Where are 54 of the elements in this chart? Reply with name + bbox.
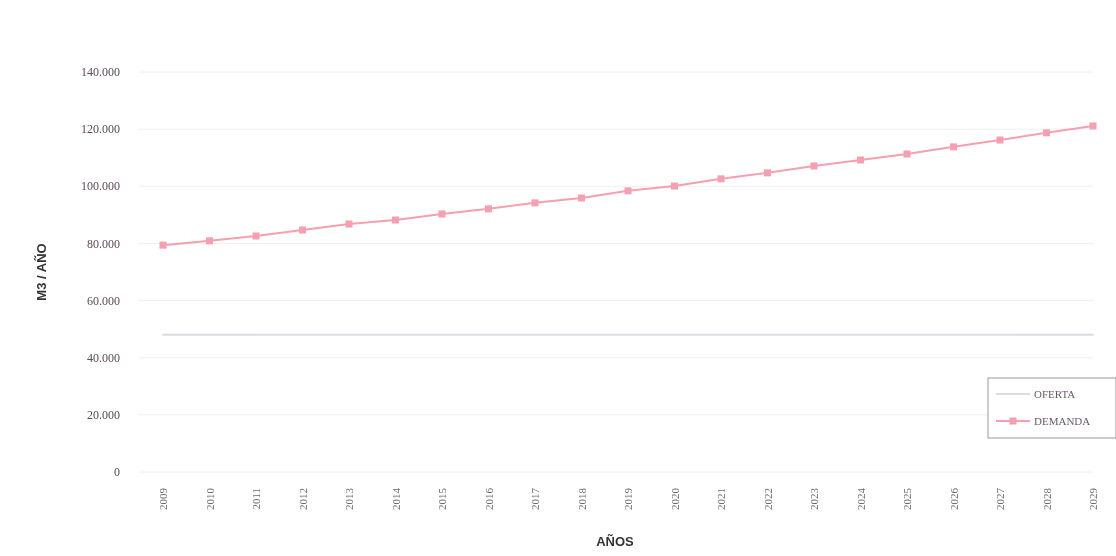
point xyxy=(1089,122,1097,130)
legend-label: OFERTA xyxy=(1034,387,1076,400)
point xyxy=(531,199,539,207)
legend-label: DEMANDA xyxy=(1034,414,1091,427)
point xyxy=(438,210,446,218)
point xyxy=(950,143,957,151)
y-tick-label: 120.000 xyxy=(81,122,120,137)
x-tick-label: 2021 xyxy=(715,488,727,510)
x-axis-title: AÑOS xyxy=(596,534,635,549)
x-tick-label: 2016 xyxy=(482,487,495,510)
point xyxy=(392,216,399,224)
x-tick-label: 2010 xyxy=(203,487,216,510)
y-tick-label: 60.000 xyxy=(87,293,120,308)
y-axis-title: M3 / AÑO xyxy=(34,243,49,301)
x-tick-label: 2017 xyxy=(529,487,541,510)
x-tick-label: 2012 xyxy=(296,488,309,510)
point xyxy=(764,169,771,177)
point xyxy=(299,226,306,234)
point xyxy=(903,150,911,158)
point xyxy=(252,232,260,240)
x-tick-label: 2011 xyxy=(250,488,262,510)
point xyxy=(159,241,167,249)
x-tick-label: 2009 xyxy=(157,487,169,510)
y-tick-label: 140.000 xyxy=(81,65,120,80)
x-tick-label: 2029 xyxy=(1087,487,1099,510)
y-tick-label: 80.000 xyxy=(87,236,120,251)
point xyxy=(206,237,213,245)
y-tick-label: 100.000 xyxy=(81,179,120,194)
y-tick-label: 20.000 xyxy=(87,408,120,423)
x-tick-label: 2019 xyxy=(622,487,634,510)
y-tick-label: 0 xyxy=(114,465,120,480)
x-tick-label: 2023 xyxy=(808,487,820,510)
x-tick-label: 2014 xyxy=(389,487,402,510)
y-tick-label: 40.000 xyxy=(87,350,120,365)
point xyxy=(624,187,632,195)
x-tick-label: 2022 xyxy=(761,488,774,510)
x-tick-label: 2013 xyxy=(343,487,355,510)
x-tick-label: 2027 xyxy=(994,487,1006,510)
point xyxy=(810,162,818,170)
point xyxy=(578,194,585,202)
x-tick-label: 2015 xyxy=(436,487,448,510)
x-tick-label: 2024 xyxy=(854,487,867,510)
point xyxy=(485,205,492,213)
x-tick-label: 2020 xyxy=(668,487,681,510)
x-tick-label: 2028 xyxy=(1040,487,1053,510)
point xyxy=(1043,129,1050,137)
x-tick-label: 2025 xyxy=(901,487,913,510)
point xyxy=(996,136,1004,144)
point xyxy=(717,175,725,183)
x-tick-label: 2026 xyxy=(947,487,960,510)
point xyxy=(345,220,353,228)
x-tick-label: 2018 xyxy=(575,487,588,510)
point xyxy=(671,182,678,190)
point xyxy=(857,156,864,164)
